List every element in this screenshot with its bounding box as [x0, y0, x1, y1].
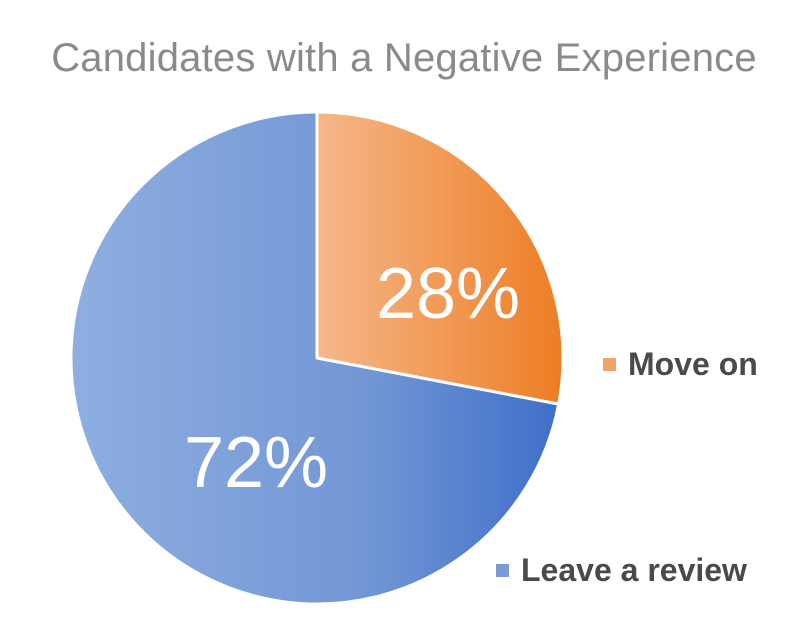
slice-label-leave-review: 72% [184, 423, 328, 503]
legend-label-leave-review: Leave a review [521, 552, 747, 588]
pie-slice-move-on [315, 110, 565, 406]
legend-item-move-on: Move on [603, 346, 758, 383]
pie-slice-leave-review [69, 110, 561, 606]
legend-item-leave-review: Leave a review [496, 552, 747, 589]
slice-label-move-on: 28% [376, 254, 520, 334]
legend-swatch-move-on-icon [603, 358, 616, 371]
legend-swatch-leave-review-icon [496, 564, 509, 577]
legend-label-move-on: Move on [628, 346, 758, 382]
chart-title: Candidates with a Negative Experience [51, 36, 757, 80]
